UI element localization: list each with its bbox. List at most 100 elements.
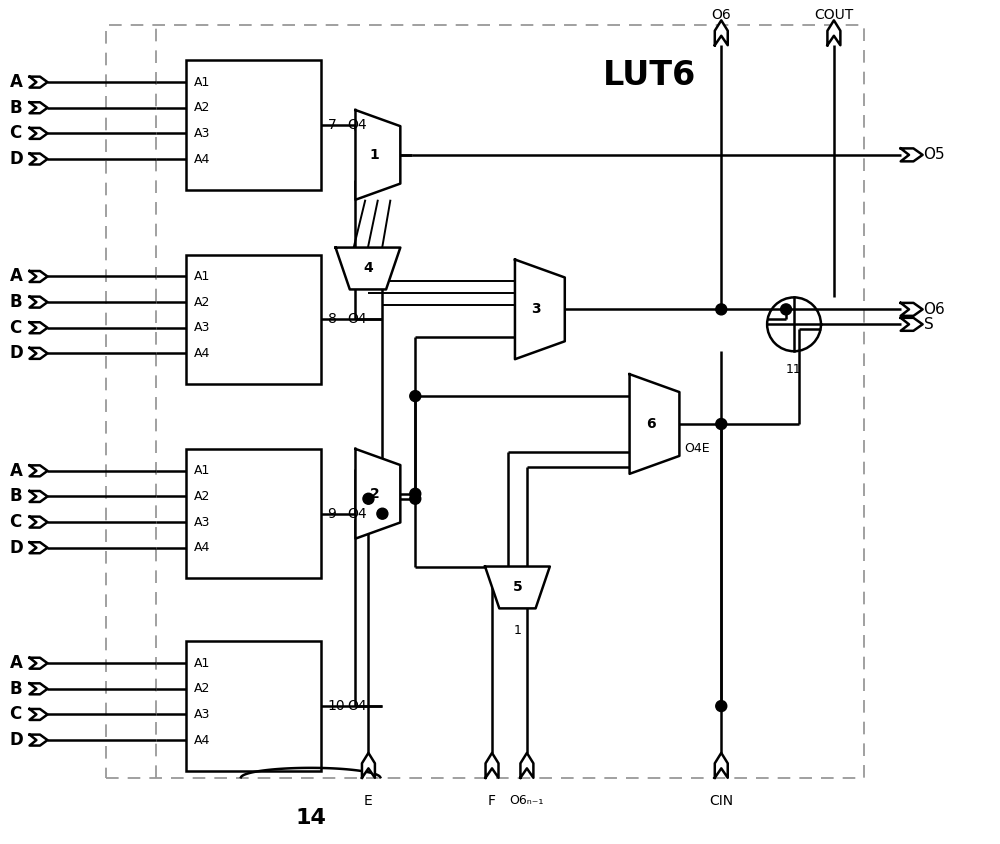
Polygon shape (355, 110, 400, 200)
Text: B: B (10, 293, 22, 311)
Text: B: B (10, 488, 22, 506)
Circle shape (377, 508, 388, 519)
Text: C: C (10, 513, 22, 531)
Polygon shape (30, 709, 47, 720)
Text: 1: 1 (514, 624, 521, 637)
Text: C: C (10, 706, 22, 723)
Polygon shape (715, 753, 728, 778)
Bar (186, 449, 321, 578)
Bar (186, 60, 321, 190)
Polygon shape (30, 734, 47, 745)
Text: O5: O5 (924, 148, 945, 162)
Text: A2: A2 (194, 101, 210, 114)
Polygon shape (485, 566, 550, 609)
Text: O4E: O4E (684, 442, 710, 456)
Polygon shape (515, 260, 565, 360)
Text: C: C (10, 124, 22, 143)
Text: A3: A3 (194, 127, 210, 140)
Polygon shape (30, 322, 47, 333)
Polygon shape (30, 657, 47, 668)
Polygon shape (486, 753, 499, 778)
Text: A: A (10, 462, 22, 480)
Text: 7: 7 (328, 118, 336, 132)
Text: 5: 5 (513, 580, 522, 593)
Circle shape (716, 419, 727, 430)
Text: D: D (10, 538, 23, 557)
Text: A1: A1 (194, 76, 210, 89)
Text: 3: 3 (531, 302, 541, 316)
Text: A3: A3 (194, 322, 210, 334)
Text: D: D (10, 150, 23, 168)
Polygon shape (901, 318, 923, 331)
Polygon shape (520, 753, 533, 778)
Text: C: C (10, 319, 22, 337)
Polygon shape (30, 128, 47, 139)
Polygon shape (30, 684, 47, 695)
Text: A: A (10, 73, 22, 91)
Polygon shape (30, 154, 47, 165)
Text: O6ₙ₋₁: O6ₙ₋₁ (510, 794, 544, 807)
Text: D: D (10, 344, 23, 362)
Bar (186, 641, 321, 771)
Circle shape (363, 493, 374, 504)
Text: 9: 9 (328, 506, 336, 521)
Text: A3: A3 (194, 708, 210, 721)
Text: COUT: COUT (814, 8, 854, 22)
Circle shape (410, 493, 421, 504)
Polygon shape (30, 517, 47, 528)
Text: A2: A2 (194, 490, 210, 503)
Text: O4: O4 (348, 699, 367, 713)
Circle shape (410, 391, 421, 402)
Text: B: B (10, 679, 22, 698)
Polygon shape (336, 247, 400, 289)
Text: 4: 4 (363, 261, 373, 274)
Text: A1: A1 (194, 270, 210, 283)
Text: O6: O6 (924, 302, 945, 316)
Text: A: A (10, 654, 22, 672)
Text: 10: 10 (328, 699, 345, 713)
Polygon shape (30, 348, 47, 359)
Circle shape (716, 701, 727, 711)
Text: 2: 2 (369, 487, 379, 500)
Text: LUT6: LUT6 (603, 58, 696, 92)
Text: A4: A4 (194, 347, 210, 360)
Polygon shape (30, 77, 47, 88)
Polygon shape (715, 20, 728, 46)
Polygon shape (30, 102, 47, 113)
Polygon shape (30, 542, 47, 553)
Text: 6: 6 (646, 417, 655, 431)
Polygon shape (901, 303, 923, 316)
Text: O6: O6 (711, 8, 731, 22)
Bar (106, 25, 864, 778)
Text: A: A (10, 268, 22, 285)
Text: E: E (364, 793, 373, 808)
Text: B: B (10, 99, 22, 116)
Text: 8: 8 (328, 312, 336, 327)
Circle shape (410, 489, 421, 500)
Text: 1: 1 (369, 148, 379, 162)
Polygon shape (355, 449, 400, 538)
Circle shape (781, 304, 792, 315)
Polygon shape (30, 271, 47, 282)
Text: S: S (924, 316, 933, 332)
Text: O4: O4 (348, 312, 367, 327)
Text: CIN: CIN (709, 793, 733, 808)
Text: A1: A1 (194, 657, 210, 669)
Text: D: D (10, 731, 23, 749)
Circle shape (716, 304, 727, 315)
Polygon shape (827, 20, 840, 46)
Polygon shape (30, 296, 47, 307)
Polygon shape (362, 753, 375, 778)
Text: A4: A4 (194, 733, 210, 747)
Text: A1: A1 (194, 464, 210, 478)
Text: O4: O4 (348, 506, 367, 521)
Text: A3: A3 (194, 516, 210, 528)
Polygon shape (630, 374, 679, 473)
Text: A2: A2 (194, 295, 210, 309)
Text: A4: A4 (194, 153, 210, 165)
Text: A4: A4 (194, 541, 210, 555)
Text: 11: 11 (786, 363, 802, 376)
Text: A2: A2 (194, 682, 210, 695)
Text: O4: O4 (348, 118, 367, 132)
Bar (186, 255, 321, 384)
